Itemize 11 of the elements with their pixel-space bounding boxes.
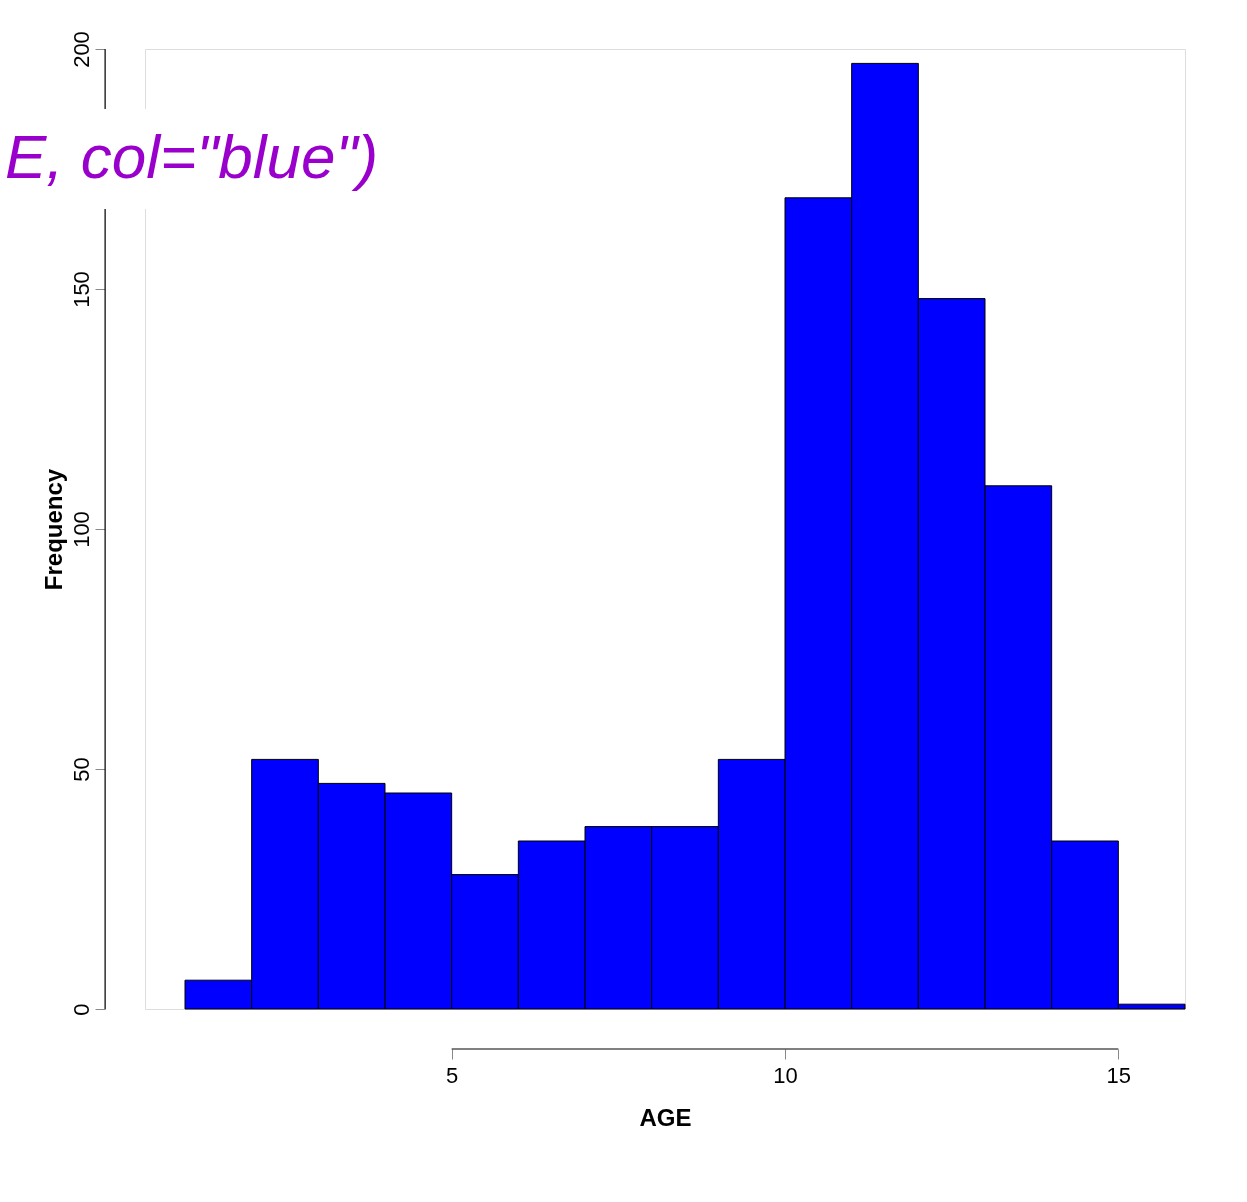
x-tick-label: 5 bbox=[446, 1062, 459, 1088]
y-tick-label: 150 bbox=[68, 271, 94, 308]
y-axis-title: Frequency bbox=[39, 468, 67, 591]
annotation: E, col="blue") bbox=[5, 122, 379, 191]
y-tick-label: 50 bbox=[68, 757, 94, 782]
y-tick-label: 100 bbox=[68, 511, 94, 548]
y-tick-label: 200 bbox=[68, 31, 94, 68]
y-tick-label: 0 bbox=[68, 1003, 94, 1016]
x-tick-label: 10 bbox=[773, 1062, 798, 1088]
x-axis-title: AGE bbox=[639, 1103, 692, 1131]
x-tick-label: 15 bbox=[1106, 1062, 1132, 1088]
